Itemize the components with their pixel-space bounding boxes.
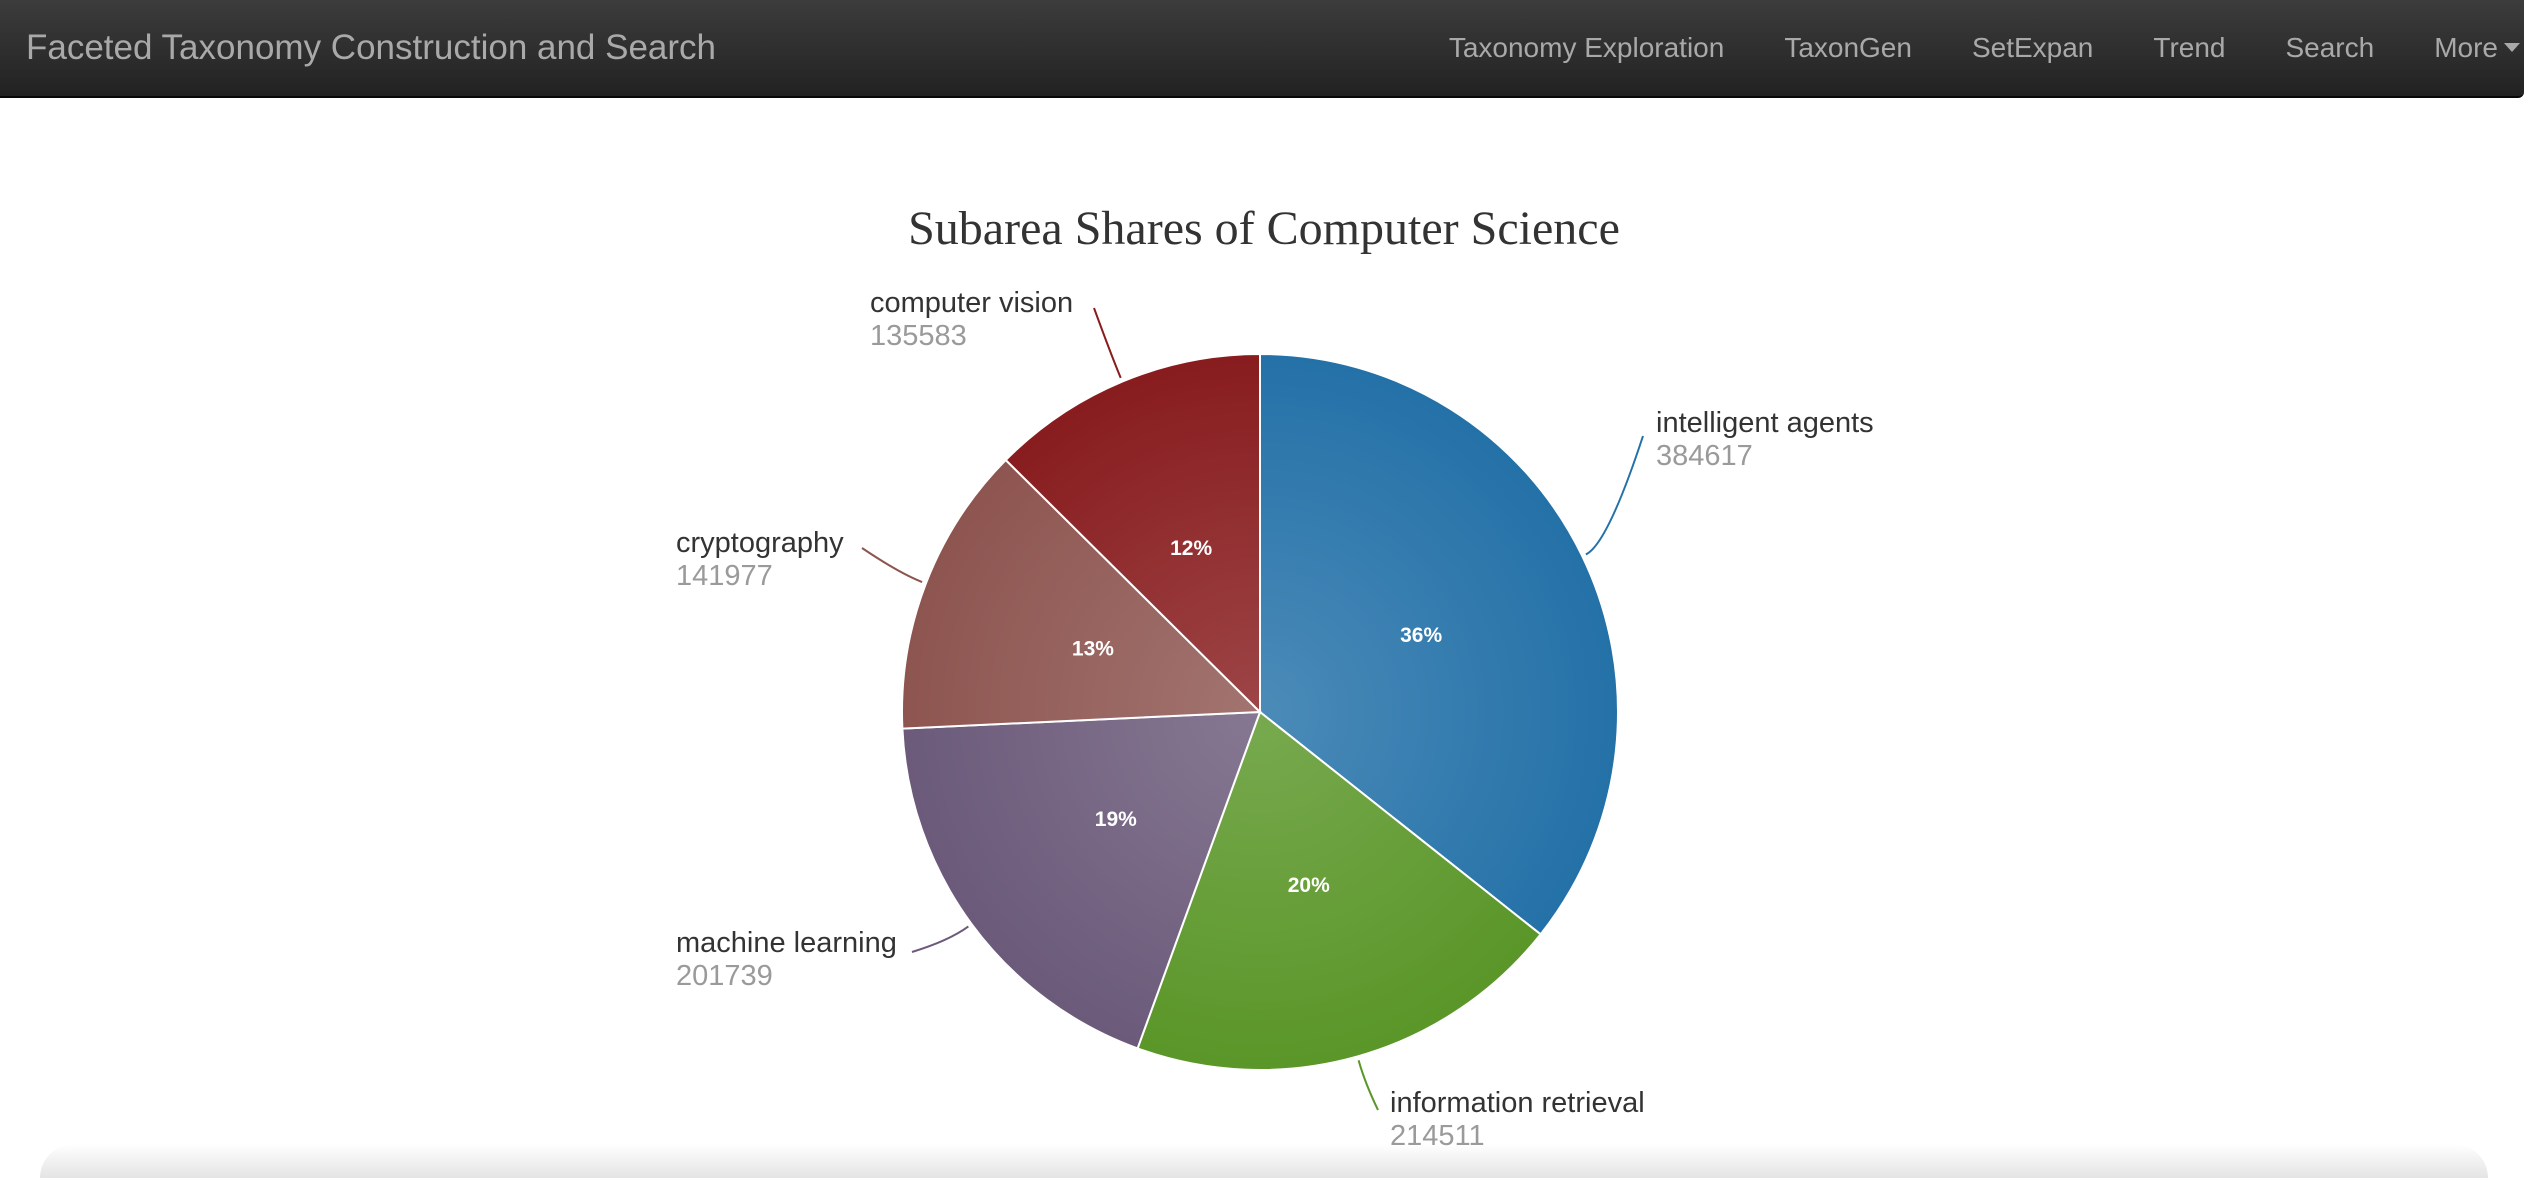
brand-title[interactable]: Faceted Taxonomy Construction and Search — [26, 28, 717, 67]
pie-connector-computer-vision — [1093, 307, 1122, 379]
nav-more-label: More — [2434, 32, 2498, 63]
nav-setexpan[interactable]: SetExpan — [1971, 32, 2094, 63]
pie-label-information-retrieval: information retrieval — [1390, 1087, 1645, 1119]
pie-slice-machine-learning[interactable] — [901, 710, 1262, 1050]
pie-connector-intelligent-agents — [1585, 435, 1644, 556]
nav-trend[interactable]: Trend — [2153, 32, 2226, 63]
pie-connector-information-retrieval — [1357, 1060, 1379, 1111]
pie-percent-label-machine-learning: 19% — [1095, 808, 1137, 831]
pie-percent-label-computer-vision: 12% — [1170, 537, 1212, 560]
pie-value-computer-vision: 135583 — [870, 320, 967, 352]
chart-area: Subarea Shares of Computer Science 36% in… — [0, 98, 2528, 1178]
nav-taxongen[interactable]: TaxonGen — [1784, 32, 1912, 63]
pie-label-computer-vision: computer vision — [870, 287, 1073, 319]
pie-slice-computer-vision[interactable] — [1004, 352, 1261, 715]
pie-slice-intelligent-agents[interactable] — [1259, 352, 1619, 936]
pie-chart: Subarea Shares of Computer Science 36% in… — [676, 202, 1874, 1152]
pie-slice-information-retrieval[interactable] — [1136, 710, 1542, 1071]
pie-percent-label-information-retrieval: 20% — [1288, 874, 1330, 897]
pie-value-intelligent-agents: 384617 — [1656, 440, 1753, 472]
bottom-shade — [40, 1144, 2488, 1178]
pie-label-cryptography: cryptography — [676, 527, 844, 559]
navbar: Faceted Taxonomy Construction and Search… — [0, 0, 2524, 98]
pie-connectors — [861, 307, 1644, 1111]
nav-taxonomy-exploration[interactable]: Taxonomy Exploration — [1448, 32, 1725, 63]
pie-label-intelligent-agents: intelligent agents — [1656, 407, 1874, 439]
pie-connector-cryptography — [861, 547, 923, 583]
pie-value-machine-learning: 201739 — [676, 960, 773, 992]
pie-value-cryptography: 141977 — [676, 560, 773, 592]
pie-connector-machine-learning — [911, 925, 969, 953]
caret-down-icon — [2504, 43, 2520, 53]
nav-more-dropdown[interactable]: More — [2404, 0, 2524, 96]
chart-title: Subarea Shares of Computer Science — [908, 202, 1620, 255]
pie-percent-label-intelligent-agents: 36% — [1400, 624, 1442, 647]
pie-label-machine-learning: machine learning — [676, 927, 897, 959]
nav-links: Taxonomy Exploration TaxonGen SetExpan T… — [1419, 0, 2524, 96]
pie-slices — [901, 352, 1619, 1071]
pie-percent-label-cryptography: 13% — [1072, 638, 1114, 661]
nav-search[interactable]: Search — [2285, 32, 2375, 63]
pie-slice-cryptography[interactable] — [901, 458, 1263, 730]
